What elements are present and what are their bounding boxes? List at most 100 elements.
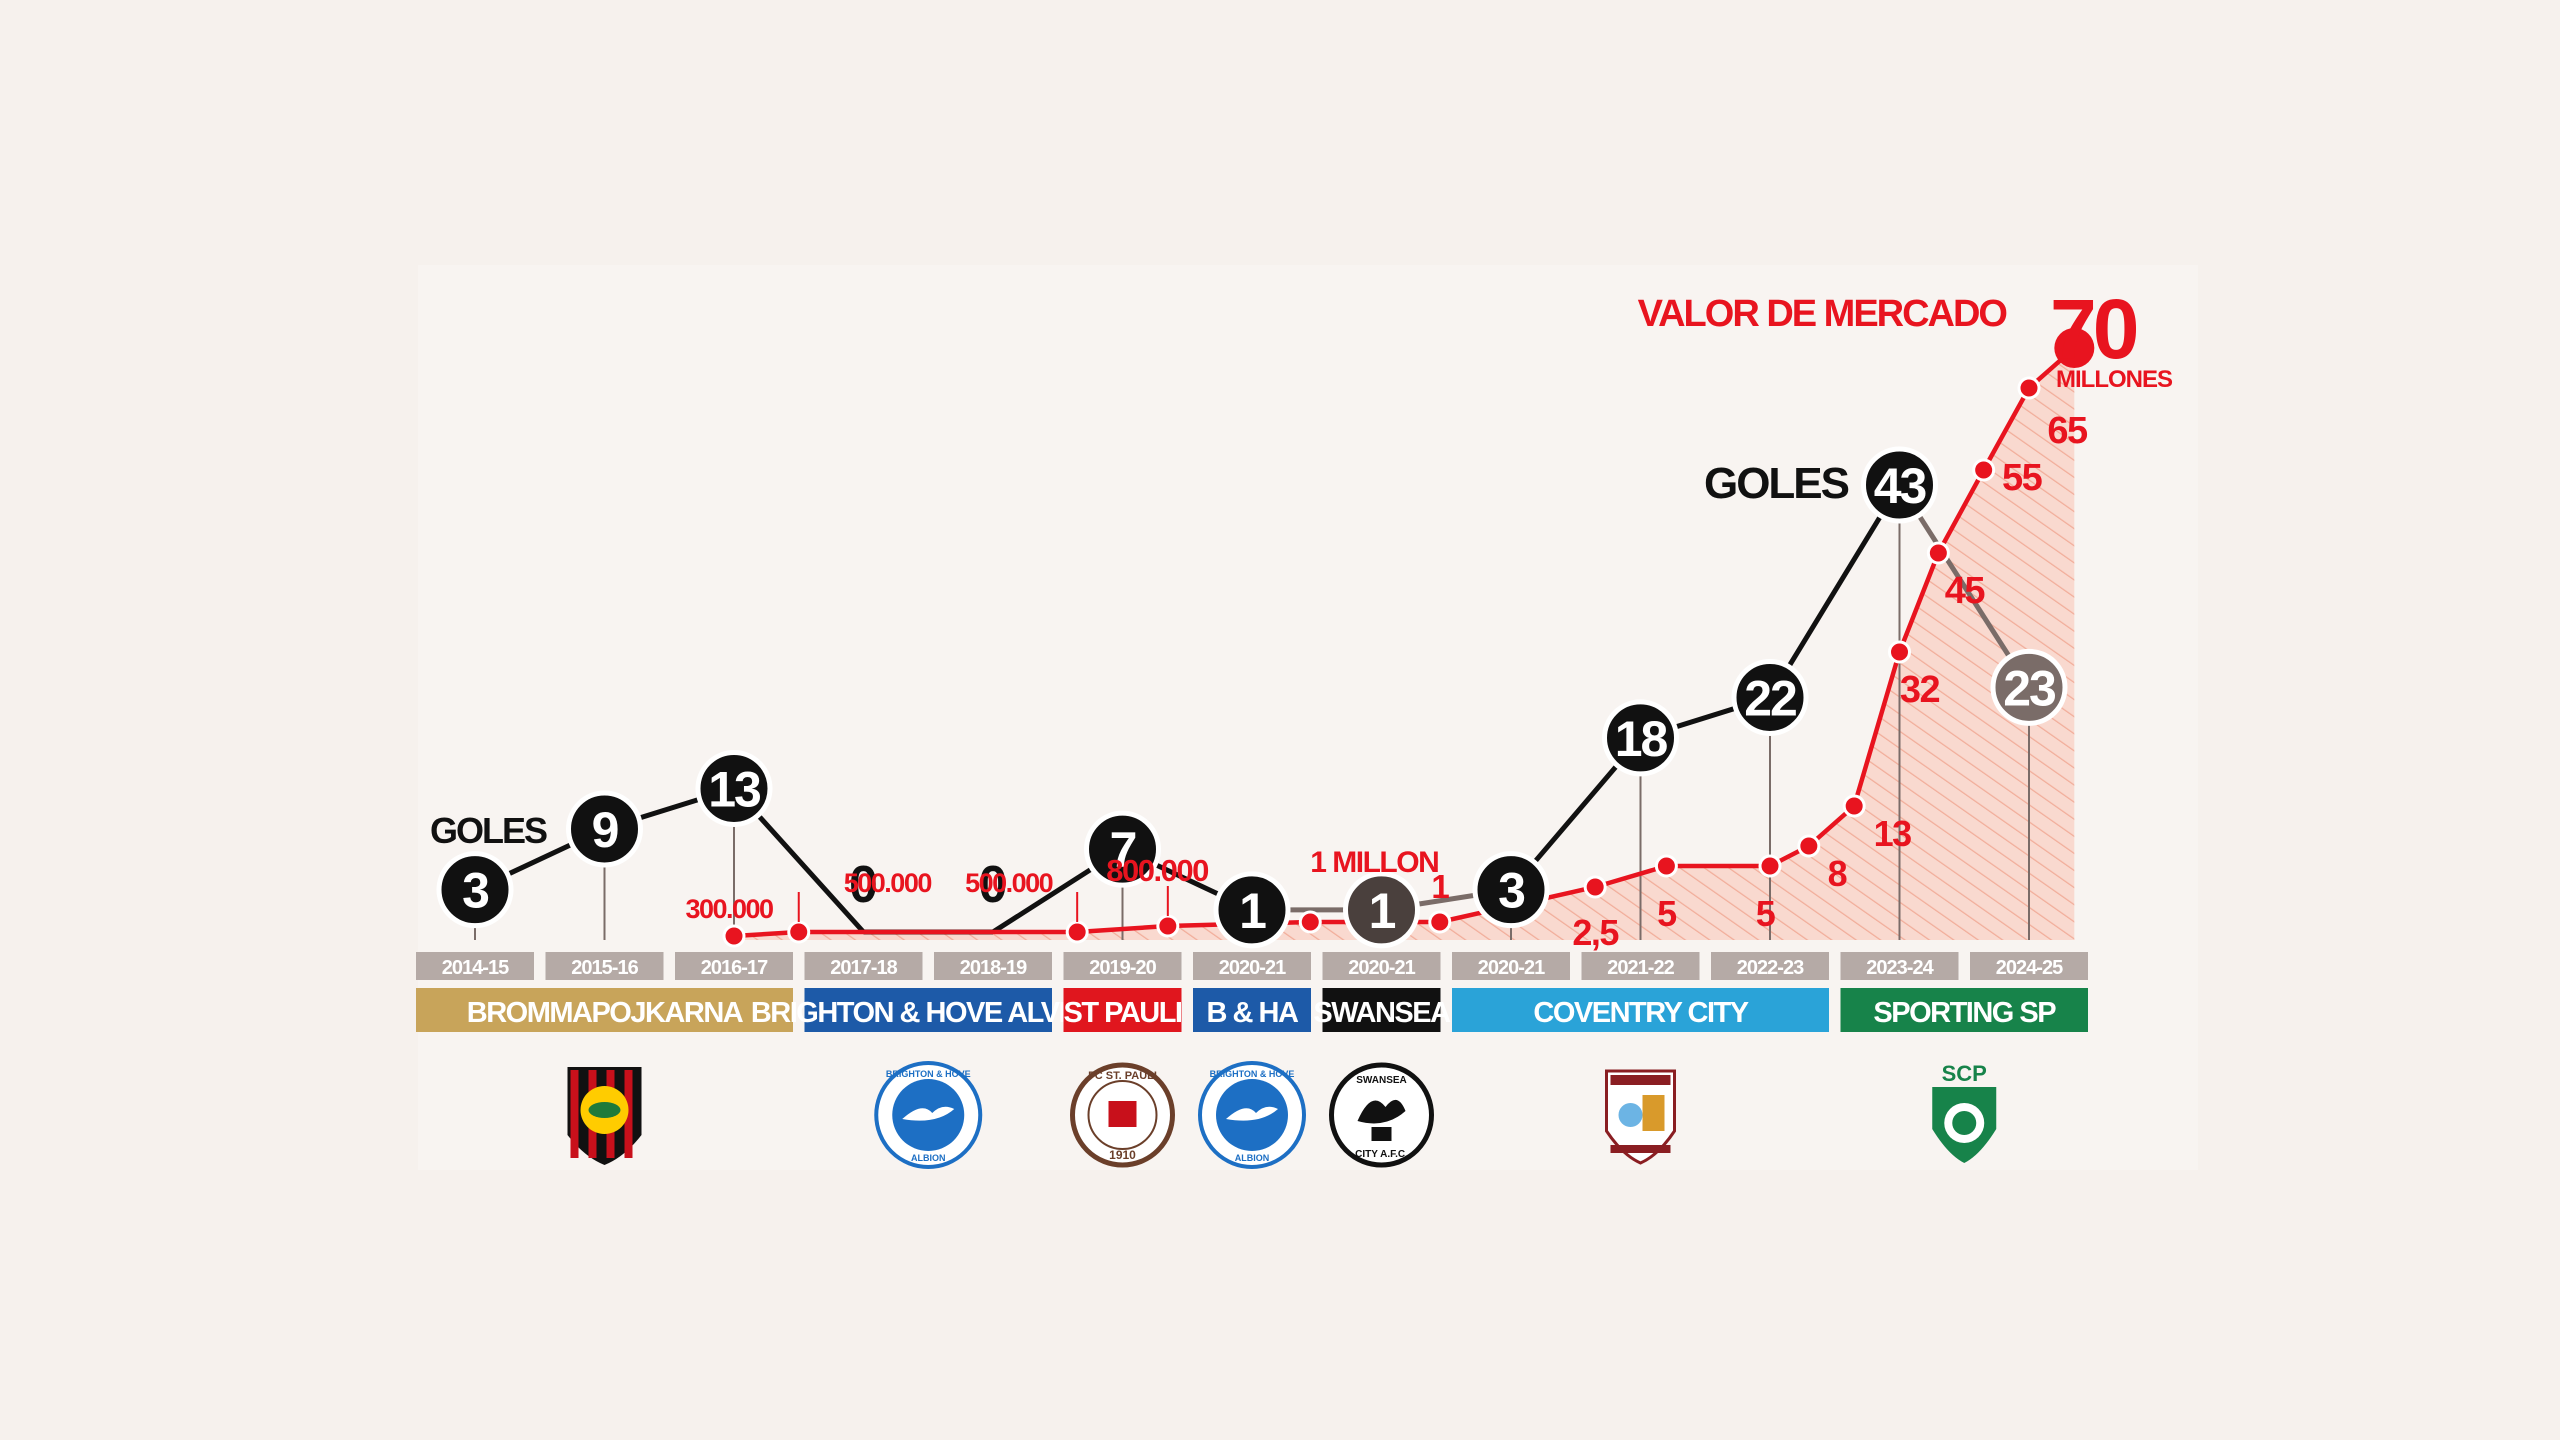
crest-bottom-text: ALBION <box>1235 1153 1270 1163</box>
market-value-label: 500.000 <box>965 868 1053 898</box>
team-bar <box>1322 988 1441 1032</box>
goal-value: 13 <box>708 761 760 817</box>
market-value-area <box>734 348 2075 940</box>
crest-top-text: BRIGHTON & HOVE <box>1210 1069 1295 1079</box>
market-value-dot <box>1758 854 1782 878</box>
crest-top-text: FC ST. PAULI <box>1088 1070 1157 1082</box>
market-value-dot <box>787 920 811 944</box>
goal-value: 0 <box>979 856 1008 914</box>
crest-band <box>1610 1075 1671 1085</box>
team-bar <box>1063 988 1182 1032</box>
team-name: SWANSEA <box>1313 997 1451 1029</box>
crest-top-text: SCP <box>1942 1061 1987 1086</box>
market-value-dot <box>1428 910 1452 934</box>
market-value-label: 5 <box>1756 893 1776 934</box>
crest-inner <box>1087 1080 1158 1150</box>
season-bar <box>1063 952 1182 980</box>
goal-value: 22 <box>1744 670 1796 726</box>
goal-value: 3 <box>462 863 488 919</box>
market-value-label: 45 <box>1945 570 1986 612</box>
market-value-label: 2,5 <box>1572 912 1619 953</box>
market-value-label: 5 <box>1657 893 1677 934</box>
market-value-dot <box>1298 910 1322 934</box>
market-value-final: 70 <box>2050 282 2137 376</box>
team-bar <box>804 988 1052 1032</box>
market-value-dot <box>1797 834 1821 858</box>
market-value-dot <box>1888 640 1911 664</box>
crest-seagull <box>902 1106 955 1121</box>
brighton-crest-icon: BRIGHTON & HOVE ALBION <box>1198 1061 1306 1169</box>
crest-elephant <box>1618 1103 1643 1127</box>
season-label: 2016-17 <box>701 957 768 979</box>
swansea-crest-icon: SWANSEA CITY A.F.C. <box>1329 1062 1434 1168</box>
market-value-dot <box>1926 541 1950 565</box>
goal-circle <box>1731 658 1809 736</box>
season-bar <box>934 952 1052 980</box>
crest-bottom-text: CITY A.F.C. <box>1355 1149 1408 1160</box>
team-name: COVENTRY CITY <box>1533 997 1748 1029</box>
market-value-dot <box>1583 875 1607 899</box>
season-bar <box>1840 952 1959 980</box>
market-value-dot <box>1065 920 1089 944</box>
season-label: 2020-21 <box>1348 957 1415 979</box>
market-value-label: 55 <box>2002 457 2043 499</box>
goal-circle <box>566 790 643 868</box>
team-bar <box>1452 988 1829 1032</box>
season-label: 2015-16 <box>571 957 638 979</box>
goal-value: 3 <box>1498 863 1524 919</box>
goal-value: 0 <box>849 856 878 914</box>
crest-bottom-text: 1910 <box>1109 1148 1136 1162</box>
goal-circle <box>1602 699 1679 777</box>
team-name: BROMMAPOJKARNA <box>467 997 744 1029</box>
crest-lion <box>1952 1111 1977 1135</box>
goal-circle <box>1213 871 1291 949</box>
season-bar <box>1452 952 1570 980</box>
crest-top-text: BRIGHTON & HOVE <box>886 1069 971 1079</box>
goal-value: 23 <box>2003 660 2055 716</box>
crest-bottom-text: ALBION <box>911 1153 946 1163</box>
market-value-title: VALOR DE MERCADO <box>1638 293 2007 335</box>
market-value-line <box>733 346 2076 939</box>
market-value-label: 13 <box>1874 813 1912 854</box>
market-value-label: 1 MILLON <box>1310 846 1438 879</box>
goal-value: 1 <box>1369 883 1396 939</box>
season-label: 2021-22 <box>1607 957 1674 979</box>
market-value-label: 8 <box>1828 853 1847 894</box>
goal-circle <box>1343 871 1420 949</box>
goals-line-segment <box>1897 483 2032 689</box>
market-value-dot <box>2017 376 2041 400</box>
crest-handshake <box>588 1102 621 1118</box>
team-bar <box>416 988 793 1032</box>
crest-castle <box>1108 1101 1137 1127</box>
goal-circle <box>695 749 773 827</box>
coventry-crest-icon <box>1605 1069 1676 1165</box>
team-name: SPORTING SP <box>1873 997 2056 1029</box>
market-value-label: 1 <box>1431 868 1449 905</box>
season-label: 2024-25 <box>1996 957 2063 979</box>
brommapojkarna-crest-icon <box>567 1067 642 1165</box>
goal-circle <box>1861 446 1938 524</box>
market-value-label: 32 <box>1900 669 1940 711</box>
crest-stripe <box>624 1070 633 1158</box>
goal-circle <box>436 851 514 929</box>
market-value-label: 65 <box>2047 410 2088 452</box>
goal-value: 7 <box>1110 822 1136 878</box>
sporting-crest-icon: SCP <box>1932 1061 1997 1163</box>
crest-base <box>1371 1127 1392 1141</box>
crest-swan <box>1357 1099 1406 1124</box>
season-bar <box>1322 952 1441 980</box>
season-bar <box>1581 952 1700 980</box>
brighton-crest-icon: BRIGHTON & HOVE ALBION <box>874 1061 983 1169</box>
market-value-label: 500.000 <box>844 868 932 898</box>
market-value-final-dot <box>2054 328 2095 368</box>
team-name: B & HA <box>1207 997 1299 1029</box>
goal-circle <box>1084 810 1161 888</box>
season-bar <box>1711 952 1829 980</box>
goal-value: 1 <box>1239 883 1266 939</box>
season-label: 2020-21 <box>1478 957 1545 979</box>
goals-title-right: GOLES <box>1704 459 1849 508</box>
market-value-label: 300.000 <box>685 894 773 924</box>
team-name: ST PAULI <box>1064 997 1182 1029</box>
goals-title-left: GOLES <box>430 810 547 851</box>
